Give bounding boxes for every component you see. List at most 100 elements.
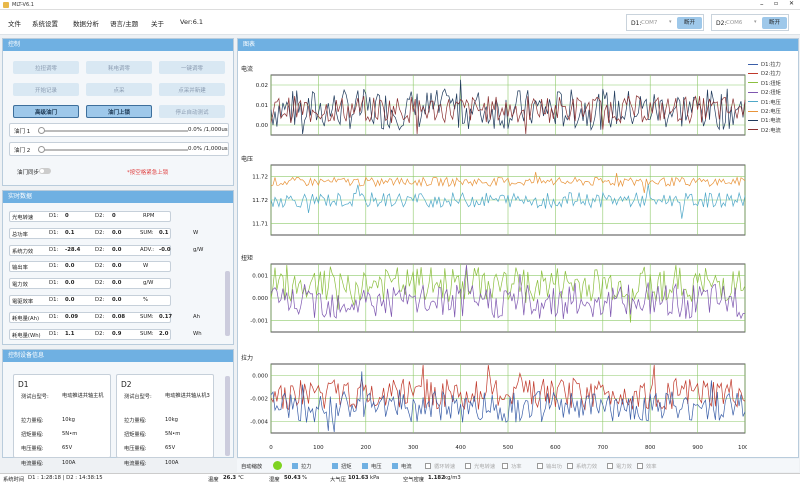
option-checkbox[interactable]: 电压 — [362, 462, 382, 470]
subplot-label: 拉力 — [241, 354, 253, 362]
app-logo-icon — [3, 2, 9, 8]
d1-value: 0.09 — [65, 313, 79, 320]
realtime-scrollbar[interactable] — [225, 271, 230, 336]
checkbox-box[interactable] — [292, 463, 298, 469]
device-field-label: 电流量程: — [21, 461, 44, 467]
checkbox-box[interactable] — [637, 463, 643, 469]
pressure-unit: kPa — [370, 475, 380, 481]
option-checkbox[interactable]: 系统力效 — [567, 462, 597, 470]
series-line — [270, 95, 746, 135]
menu-item-analysis[interactable]: 数据分析 — [73, 20, 99, 28]
menu-item-theme[interactable]: 语言/主题 — [110, 20, 139, 28]
port-d2-select[interactable]: COM6 — [726, 20, 743, 26]
subplot-1: 11.72 11.72 11.71 电压 — [241, 155, 746, 236]
port-d2-label: D2: — [716, 20, 727, 27]
option-checkbox[interactable]: 效率 — [637, 462, 657, 470]
close-icon[interactable]: ✕ — [789, 0, 795, 7]
port-d1: D1: COM7 ▾ 断开 — [626, 14, 704, 31]
legend-item[interactable]: D2:电压 — [748, 107, 781, 115]
menu-item-settings[interactable]: 系统设置 — [32, 20, 58, 28]
subplot-2: 0.001 0.000 -0.001 扭矩 — [241, 254, 746, 333]
d1-label: D1: — [49, 313, 59, 320]
port-d1-select[interactable]: COM7 — [641, 20, 658, 26]
option-checkbox[interactable]: 扭矩 — [332, 462, 352, 470]
option-label: 电流 — [401, 464, 412, 470]
throttle-sync-label: 油门同步 — [17, 170, 40, 176]
options-bar: 自动缩放 — [237, 459, 799, 472]
device-scrollbar[interactable] — [225, 376, 230, 456]
menu-item-about[interactable]: 关于 — [151, 20, 164, 28]
checkbox-box[interactable] — [392, 463, 398, 469]
option-checkbox[interactable]: 拉力 — [292, 462, 312, 470]
port-d2-disconnect-button[interactable]: 断开 — [762, 17, 787, 29]
realtime-row-box — [9, 278, 171, 290]
sum-value: 0.1 — [159, 229, 169, 236]
checkbox-box[interactable] — [607, 463, 613, 469]
sum-label: SUM: — [140, 330, 154, 337]
throttle-sync-toggle[interactable] — [39, 168, 51, 174]
control-button-1[interactable]: 耗电调零 — [86, 61, 152, 74]
legend-item[interactable]: D1:拉力 — [748, 60, 781, 68]
minimize-icon[interactable]: – — [760, 0, 764, 8]
legend-item[interactable]: D2:扭矩 — [748, 88, 781, 96]
series-line — [270, 171, 746, 194]
control-button-0[interactable]: 拉扭调零 — [13, 61, 79, 74]
d1-value: -28.4 — [65, 246, 81, 253]
y-tick-label: 0.00 — [256, 123, 269, 129]
control-button-5[interactable]: 点采并新建 — [159, 83, 225, 96]
control-button-7[interactable]: 油门上锁 — [86, 105, 152, 118]
air-density-unit: kg/m3 — [444, 475, 461, 481]
port-d1-disconnect-button[interactable]: 断开 — [677, 17, 702, 29]
option-checkbox[interactable]: 功率 — [502, 462, 522, 470]
checkbox-box[interactable] — [362, 463, 368, 469]
option-checkbox[interactable]: 電力效 — [607, 462, 632, 470]
option-checkbox[interactable]: 光电转速 — [465, 462, 495, 470]
legend-item[interactable]: D2:电流 — [748, 126, 781, 134]
realtime-row-name: 光电转速 — [12, 215, 34, 221]
legend-item[interactable]: D1:扭矩 — [748, 79, 781, 87]
throttle-2-slider[interactable] — [38, 149, 188, 151]
control-button-6[interactable]: 高级油门 — [13, 105, 79, 118]
checkbox-box[interactable] — [425, 463, 431, 469]
control-button-2[interactable]: 一键调零 — [159, 61, 225, 74]
throttle-2-handle[interactable] — [38, 146, 45, 153]
checkbox-box[interactable] — [332, 463, 338, 469]
menu-item-file[interactable]: 文件 — [8, 20, 21, 28]
x-tick-label: 200 — [361, 445, 372, 451]
maximize-icon[interactable]: ▫ — [774, 0, 779, 7]
chevron-down-icon[interactable]: ▾ — [754, 19, 757, 25]
d2-value: 0.08 — [112, 313, 126, 320]
option-label: 输出功 — [546, 464, 562, 470]
throttle-1-handle[interactable] — [38, 127, 45, 134]
legend-item[interactable]: D2:拉力 — [748, 69, 781, 77]
checkbox-box[interactable] — [502, 463, 508, 469]
legend-label: D1:电流 — [761, 118, 781, 125]
throttle-1: 油门 1 0.0% /1,000us — [9, 123, 229, 137]
y-tick-label: 0.001 — [252, 273, 268, 279]
legend-item[interactable]: D1:电流 — [748, 116, 781, 124]
port-d2: D2: COM6 ▾ 断开 — [711, 14, 789, 31]
unit-label: g/W — [143, 280, 154, 287]
control-button-3[interactable]: 开始记录 — [13, 83, 79, 96]
control-button-4[interactable]: 点采 — [86, 83, 152, 96]
realtime-row: 電驱效率 D1: 0.0 D2: 0.0% — [9, 295, 226, 306]
subplot-0: 0.02 0.01 0.00 电流 — [241, 65, 746, 136]
realtime-row-box — [9, 328, 171, 340]
air-density-value: 1.182 — [428, 475, 445, 481]
title-bar: MLT-V6.1 – ▫ ✕ — [0, 0, 800, 10]
option-checkbox[interactable]: 输出功 — [537, 462, 562, 470]
chevron-down-icon[interactable]: ▾ — [669, 19, 672, 25]
checkbox-box[interactable] — [567, 463, 573, 469]
control-button-8[interactable]: 停止自动测试 — [159, 105, 225, 118]
option-checkbox[interactable]: 电流 — [392, 462, 412, 470]
legend-item[interactable]: D1:电压 — [748, 98, 781, 106]
checkbox-box[interactable] — [465, 463, 471, 469]
checkbox-box[interactable] — [537, 463, 543, 469]
option-checkbox[interactable]: 循环转速 — [425, 462, 455, 470]
throttle-1-slider[interactable] — [38, 130, 188, 132]
d1-value: 0.0 — [65, 280, 75, 287]
realtime-row-name: 总功率 — [12, 231, 28, 238]
d2-value: 0.0 — [112, 263, 122, 270]
auto-scale-indicator[interactable] — [273, 461, 282, 470]
